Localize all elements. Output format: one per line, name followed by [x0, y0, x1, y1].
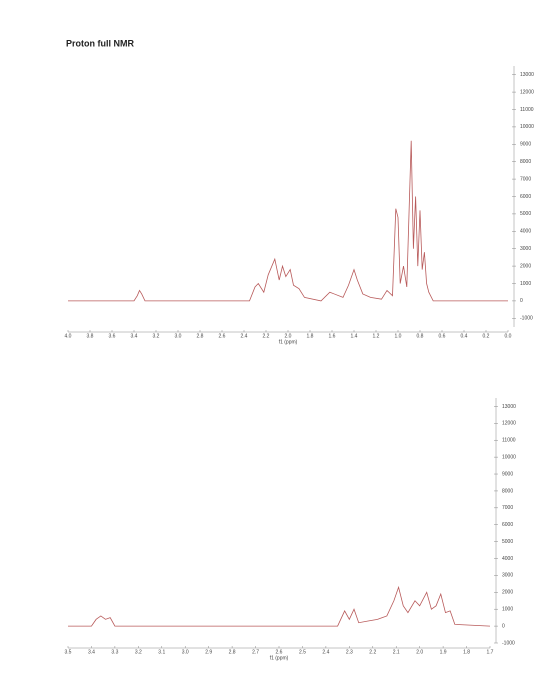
y-tick-label: 7000 — [502, 505, 513, 511]
spectrum-line — [68, 585, 491, 627]
x-tick-label: 2.9 — [205, 649, 212, 655]
x-tick-label: 3.4 — [88, 649, 95, 655]
x-tick-label: 0.8 — [417, 333, 424, 339]
x-tick-label: 1.6 — [329, 333, 336, 339]
y-tick-label: 11000 — [502, 438, 516, 444]
x-tick-label: 1.0 — [395, 333, 402, 339]
x-tick-label: 3.1 — [158, 649, 165, 655]
x-axis-label: f1 (ppm) — [270, 655, 289, 661]
y-tick-label: 8000 — [520, 159, 531, 165]
x-tick-label: 2.5 — [299, 649, 306, 655]
y-tick-label: 11000 — [520, 107, 534, 113]
x-tick-label: 2.1 — [393, 649, 400, 655]
x-tick-label: 1.2 — [373, 333, 380, 339]
y-tick-label: 7000 — [520, 176, 531, 182]
x-tick-label: 3.5 — [65, 649, 72, 655]
y-tick-label: 12000 — [520, 89, 534, 95]
x-tick-label: 4.0 — [65, 333, 72, 339]
x-tick-label: 3.3 — [111, 649, 118, 655]
y-tick-label: 5000 — [502, 539, 513, 545]
x-tick-label: 0.4 — [461, 333, 468, 339]
y-tick-label: 1000 — [502, 607, 513, 613]
y-tick-label: 9000 — [520, 142, 531, 148]
x-tick-label: 2.3 — [346, 649, 353, 655]
x-tick-label: 2.2 — [369, 649, 376, 655]
y-tick-label: 13000 — [520, 72, 534, 78]
y-tick-label: 3000 — [520, 246, 531, 252]
y-tick-label: 10000 — [520, 124, 534, 130]
y-tick-label: 8000 — [502, 488, 513, 494]
x-tick-label: 2.4 — [322, 649, 329, 655]
x-tick-label: 0.0 — [505, 333, 512, 339]
x-tick-label: 0.2 — [483, 333, 490, 339]
x-axis-label: f1 (ppm) — [279, 339, 298, 345]
x-tick-label: 3.2 — [135, 649, 142, 655]
y-tick-label: 2000 — [502, 590, 513, 596]
x-tick-label: 1.4 — [351, 333, 358, 339]
y-tick-label: 3000 — [502, 573, 513, 579]
x-tick-label: 0.6 — [439, 333, 446, 339]
y-tick-label: -1000 — [502, 640, 515, 646]
x-tick-label: 1.8 — [307, 333, 314, 339]
y-tick-label: 4000 — [520, 229, 531, 235]
x-tick-label: 2.6 — [276, 649, 283, 655]
y-tick-label: -1000 — [520, 316, 533, 322]
x-tick-label: 2.4 — [241, 333, 248, 339]
spectrum-line — [68, 140, 508, 302]
y-tick-label: 0 — [502, 623, 505, 629]
chart-title: Proton full NMR — [66, 38, 134, 48]
x-tick-label: 2.8 — [197, 333, 204, 339]
y-tick-label: 12000 — [502, 421, 516, 427]
x-tick-label: 2.7 — [252, 649, 259, 655]
x-tick-label: 3.0 — [175, 333, 182, 339]
y-tick-label: 9000 — [502, 471, 513, 477]
y-tick-label: 2000 — [520, 263, 531, 269]
x-tick-label: 2.0 — [416, 649, 423, 655]
y-tick-label: 0 — [520, 298, 523, 304]
y-tick-label: 4000 — [502, 556, 513, 562]
x-tick-label: 2.6 — [219, 333, 226, 339]
y-tick-label: 6000 — [502, 522, 513, 528]
x-tick-label: 3.2 — [153, 333, 160, 339]
y-tick-label: 5000 — [520, 211, 531, 217]
y-tick-label: 10000 — [502, 454, 516, 460]
y-tick-label: 13000 — [502, 404, 516, 410]
x-tick-label: 3.4 — [131, 333, 138, 339]
x-tick-label: 1.8 — [463, 649, 470, 655]
x-tick-label: 1.9 — [440, 649, 447, 655]
x-tick-label: 1.7 — [487, 649, 494, 655]
x-tick-label: 2.8 — [229, 649, 236, 655]
y-tick-label: 6000 — [520, 194, 531, 200]
x-tick-label: 2.2 — [263, 333, 270, 339]
y-tick-label: 1000 — [520, 281, 531, 287]
x-tick-label: 3.6 — [109, 333, 116, 339]
x-tick-label: 2.0 — [285, 333, 292, 339]
x-tick-label: 3.8 — [87, 333, 94, 339]
x-tick-label: 3.0 — [182, 649, 189, 655]
